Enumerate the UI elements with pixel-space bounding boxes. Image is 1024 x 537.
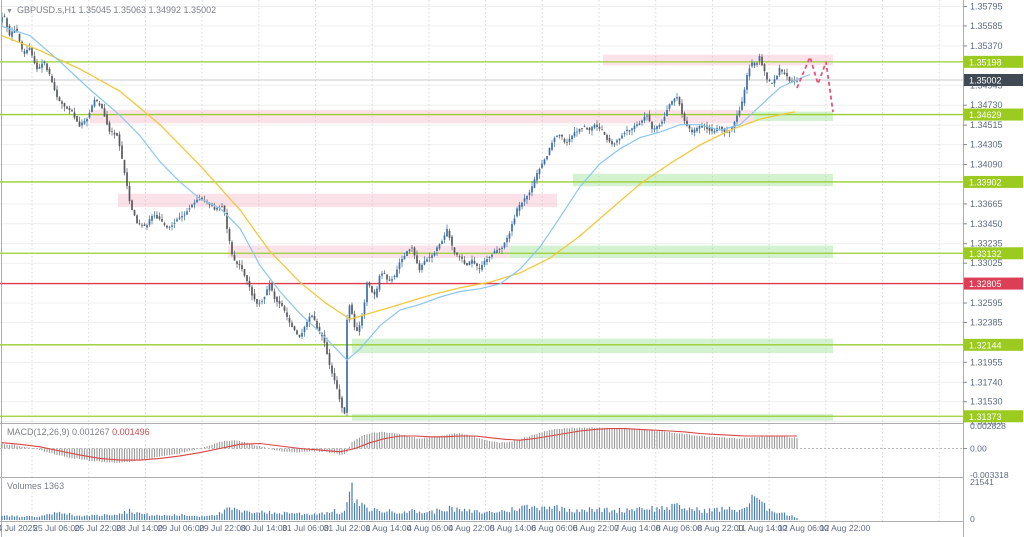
macd-scale-bottom: -0.003318: [970, 470, 1009, 480]
macd-signal-line: [1, 428, 797, 461]
price-highlight-label-green: [964, 410, 1023, 423]
price-tick-label: 1.34090: [970, 160, 1003, 170]
time-axis-label: 8 Aug 06:00: [656, 523, 702, 533]
symbol-dropdown-icon[interactable]: ▼: [6, 8, 13, 15]
price-highlight-text: 1.35002: [969, 76, 1002, 86]
ma-fast-line: [1, 25, 811, 361]
macd-value-main: 0.001267: [72, 427, 110, 437]
price-tick-label: 1.31740: [970, 377, 1003, 387]
price-highlight-text: 1.32144: [969, 340, 1002, 350]
volumes-name: Volumes: [7, 481, 42, 491]
forecast-zigzag-line: [796, 54, 834, 113]
time-axis-label: 7 Aug 14:00: [615, 523, 661, 533]
time-axis-label: 29 Jul 06:00: [158, 523, 205, 533]
macd-value-signal: 0.001496: [112, 427, 150, 437]
time-axis-label: 11 Aug 14:00: [737, 523, 787, 533]
price-highlight-text: 1.33132: [969, 249, 1002, 259]
macd-scale-mid: 0.00: [970, 443, 987, 453]
price-tick-label: 1.33665: [970, 199, 1003, 209]
price-highlight-text: 1.33902: [969, 177, 1002, 187]
time-axis-label: 25 Jul 06:00: [33, 523, 80, 533]
price-highlight-text: 1.34629: [969, 110, 1002, 120]
sr-zone-pink: [90, 109, 753, 124]
time-axis-label: 28 Jul 14:00: [116, 523, 163, 533]
time-axis-label: 31 Jul 22:00: [324, 523, 371, 533]
time-axis-label: 12 Aug 22:00: [820, 523, 871, 533]
price-tick-label: 1.33450: [970, 219, 1003, 229]
macd-indicator-label: MACD(12,26,9) 0.001267 0.001496: [7, 427, 150, 437]
time-axis-label: 25 Jul 22:00: [75, 523, 122, 533]
price-highlight-label-green: [964, 338, 1023, 351]
price-tick-label: 1.33235: [970, 239, 1003, 249]
price-tick-label: 1.35795: [970, 2, 1003, 12]
volume-pane: [1, 482, 798, 520]
macd-name: MACD(12,26,9): [7, 427, 70, 437]
volumes-value: 1363: [44, 481, 65, 491]
price-highlight-text: 1.32805: [969, 279, 1002, 289]
sr-zone-green: [352, 413, 833, 421]
time-axis-label: 31 Jul 06:00: [282, 523, 329, 533]
volume-scale-bottom: 0: [970, 514, 975, 524]
sr-zone-green: [753, 111, 833, 121]
sr-zone-pink: [603, 54, 833, 66]
price-highlight-label-green: [964, 175, 1023, 188]
volumes-indicator-label: Volumes 1363: [7, 481, 64, 491]
sr-zone-pink: [118, 193, 557, 208]
price-tick-label: 1.34515: [970, 120, 1003, 130]
price-highlight-label-green: [964, 247, 1023, 260]
price-highlight-label-red: [964, 277, 1023, 290]
time-axis-label: 4 Aug 06:00: [407, 523, 453, 533]
price-tick-label: 1.34730: [970, 100, 1003, 110]
price-highlight-label-green: [964, 55, 1023, 68]
price-tick-label: 1.33025: [970, 258, 1003, 268]
time-axis-label: 30 Jul 14:00: [241, 523, 288, 533]
price-highlight-text: 1.35198: [969, 57, 1002, 67]
sr-zone-green: [573, 173, 833, 187]
price-highlight-label-dark: [964, 74, 1023, 86]
time-axis-label: 4 Aug 22:00: [449, 523, 495, 533]
price-tick-label: 1.31955: [970, 357, 1003, 367]
price-tick-label: 1.34305: [970, 140, 1003, 150]
candles-layer: [1, 12, 798, 416]
macd-pane: [1, 427, 798, 463]
price-scale-background: [964, 0, 1024, 537]
price-tick-label: 1.32385: [970, 317, 1003, 327]
chart-title: ▼ GBPUSD.s,H1 1.35045 1.35063 1.34992 1.3…: [6, 5, 216, 15]
volume-scale-top: 21541: [970, 477, 994, 487]
price-highlight-text: 1.31373: [969, 412, 1002, 422]
price-tick-label: 1.35370: [970, 41, 1003, 51]
time-axis-label: 6 Aug 22:00: [573, 523, 619, 533]
time-axis-label: 8 Aug 22:00: [698, 523, 744, 533]
time-axis-label: 1 Aug 14:00: [366, 523, 412, 533]
price-highlight-label-green: [964, 108, 1023, 121]
sr-zone-green: [352, 338, 833, 354]
time-axis-label: 24 Jul 2025: [0, 523, 37, 533]
price-tick-label: 1.31530: [970, 397, 1003, 407]
sr-zone-green: [510, 245, 833, 259]
time-axis-label: 29 Jul 22:00: [199, 523, 246, 533]
price-tick-label: 1.35585: [970, 21, 1003, 31]
symbol-ohlc-text: GBPUSD.s,H1 1.35045 1.35063 1.34992 1.35…: [16, 5, 217, 15]
time-axis-label: 5 Aug 14:00: [490, 523, 536, 533]
time-axis-label: 12 Aug 06:00: [778, 523, 829, 533]
macd-scale-top: 0.002828: [970, 421, 1006, 431]
price-tick-label: 1.32595: [970, 298, 1003, 308]
ma-slow-line: [1, 35, 796, 320]
time-axis-label: 6 Aug 06:00: [532, 523, 578, 533]
